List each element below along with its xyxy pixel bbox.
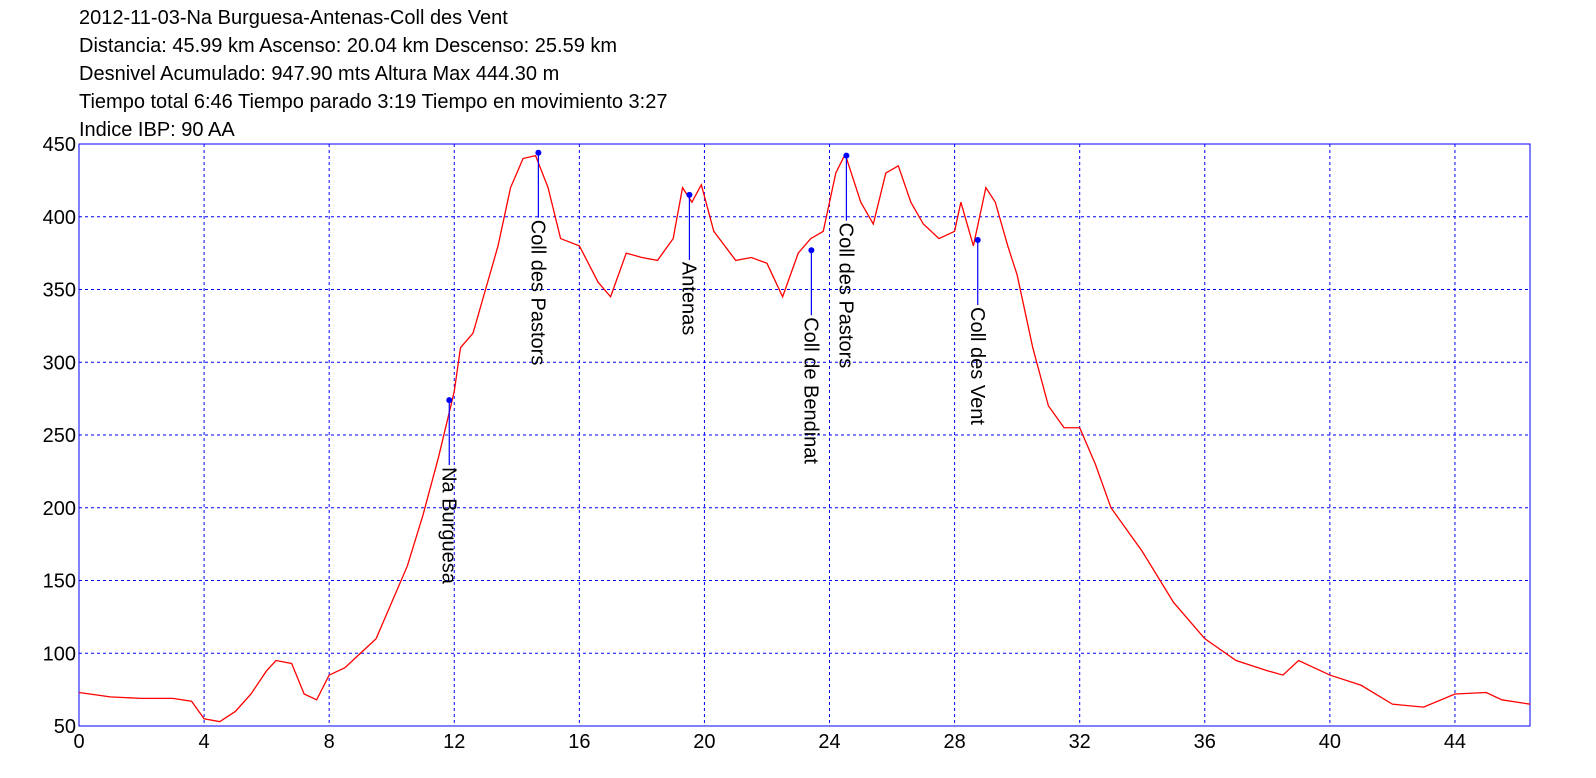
y-tick-label: 200 xyxy=(43,498,76,520)
x-tick-label: 32 xyxy=(1069,731,1091,753)
annotation-label: Coll de Bendinat xyxy=(799,317,821,464)
x-tick-label: 12 xyxy=(443,731,465,753)
chart-subtitle: Desnivel Acumulado: 947.90 mts Altura Ma… xyxy=(79,63,559,85)
y-tick-label: 450 xyxy=(43,134,76,156)
chart-subtitle: Indice IBP: 90 AA xyxy=(79,119,235,141)
x-tick-label: 8 xyxy=(324,731,335,753)
x-tick-label: 20 xyxy=(693,731,715,753)
chart-title: 2012-11-03-Na Burguesa-Antenas-Coll des … xyxy=(79,7,508,29)
x-tick-label: 24 xyxy=(818,731,840,753)
plot-border xyxy=(78,143,1531,727)
x-tick-label: 16 xyxy=(568,731,590,753)
chart-subtitle: Tiempo total 6:46 Tiempo parado 3:19 Tie… xyxy=(79,91,668,113)
y-tick-label: 250 xyxy=(43,425,76,447)
annotation-point xyxy=(808,247,815,254)
x-tick-label: 40 xyxy=(1319,731,1341,753)
y-tick-label: 100 xyxy=(43,643,76,665)
annotation-point xyxy=(843,152,850,159)
y-tick-label: 300 xyxy=(43,352,76,374)
chart-subtitle: Distancia: 45.99 km Ascenso: 20.04 km De… xyxy=(79,35,617,57)
annotation-point xyxy=(974,237,981,244)
x-tick-label: 36 xyxy=(1194,731,1216,753)
annotation-label: Coll des Pastors xyxy=(526,220,548,366)
annotation-label: Coll des Pastors xyxy=(834,223,856,369)
annotation-point xyxy=(535,149,542,156)
y-tick-label: 350 xyxy=(43,280,76,302)
x-tick-label: 28 xyxy=(943,731,965,753)
annotation-label: Coll des Vent xyxy=(966,307,988,425)
x-tick-label: 44 xyxy=(1444,731,1466,753)
y-tick-label: 400 xyxy=(43,207,76,229)
annotation-label: Na Burguesa xyxy=(437,467,459,585)
x-tick-label: 0 xyxy=(73,731,84,753)
x-tick-label: 4 xyxy=(199,731,210,753)
y-tick-label: 50 xyxy=(54,716,76,738)
line-series xyxy=(78,152,1531,723)
y-tick-label: 150 xyxy=(43,571,76,593)
annotation-point xyxy=(446,397,453,404)
annotation-point xyxy=(686,191,693,198)
annotation-label: Antenas xyxy=(677,262,699,335)
